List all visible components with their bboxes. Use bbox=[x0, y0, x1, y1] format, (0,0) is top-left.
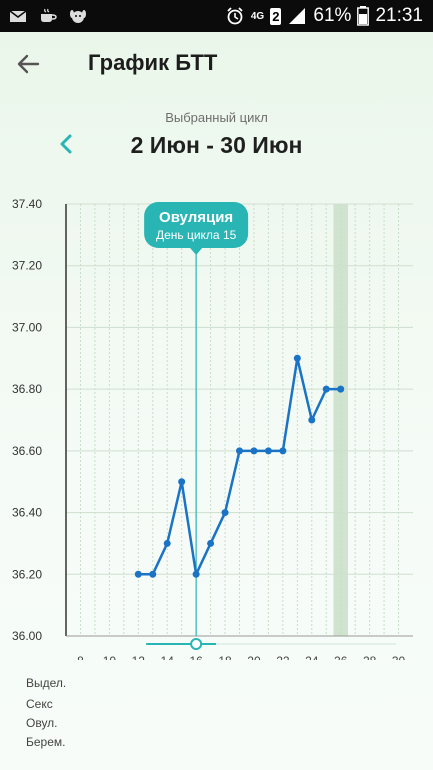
chart-axes: 36.00 36.20 36.40 36.60 36.80 37.00 37.20 37.40… bbox=[12, 197, 413, 660]
bbt-chart: 36.00 36.20 36.40 36.60 36.80 37.00 37.20 37.40… bbox=[12, 197, 413, 660]
ovulation-tooltip[interactable]: Овуляция День цикла 15 bbox=[144, 202, 249, 255]
temperature-point bbox=[163, 539, 171, 547]
temperature-point bbox=[264, 447, 272, 455]
x-tick-label: 10 bbox=[103, 654, 117, 660]
temperature-point bbox=[322, 385, 330, 393]
chevron-left-icon[interactable] bbox=[55, 132, 79, 156]
y-tick-label: 37.00 bbox=[12, 320, 42, 334]
ovulation-tooltip-box bbox=[144, 202, 249, 248]
battery-percent: 61% bbox=[313, 5, 352, 26]
y-tick-label: 36.80 bbox=[12, 382, 42, 396]
dog-icon bbox=[70, 10, 86, 23]
status-bar: 4G 2 61% 21:31 bbox=[0, 0, 433, 32]
y-tick-label: 36.60 bbox=[12, 444, 42, 458]
coffee-cup-icon bbox=[41, 8, 57, 22]
mail-icon bbox=[9, 10, 27, 22]
cycle-caption: Выбранный цикл bbox=[165, 110, 268, 125]
x-tick-label: 16 bbox=[189, 654, 203, 660]
temperature-point bbox=[221, 509, 229, 517]
app-header: График БТТ bbox=[0, 32, 433, 96]
day-slider-handle[interactable] bbox=[190, 638, 203, 650]
temperature-point bbox=[308, 416, 316, 424]
y-tick-label: 36.00 bbox=[12, 629, 42, 643]
temperature-point bbox=[192, 570, 200, 578]
y-tick-label: 36.20 bbox=[12, 567, 42, 581]
battery-icon bbox=[357, 6, 370, 26]
x-tick-label: 18 bbox=[218, 654, 232, 660]
temperature-point bbox=[178, 478, 186, 486]
alarm-icon bbox=[227, 7, 243, 25]
signal-icon bbox=[289, 8, 306, 24]
ovulation-tooltip-pointer bbox=[190, 248, 203, 255]
cycle-range: 2 Июн - 30 Июн bbox=[130, 132, 303, 158]
temperature-point bbox=[293, 354, 301, 362]
temperature-point bbox=[149, 570, 157, 578]
chart-grid bbox=[66, 203, 413, 637]
row-label-pregnancy: Берем. bbox=[26, 735, 66, 749]
arrow-left-icon[interactable] bbox=[14, 50, 42, 78]
temperature-point bbox=[337, 385, 345, 393]
x-tick-label: 24 bbox=[305, 654, 319, 660]
x-tick-label: 30 bbox=[392, 654, 406, 660]
x-tick-label: 14 bbox=[161, 654, 175, 660]
x-tick-label: 22 bbox=[276, 654, 290, 660]
x-tick-label: 20 bbox=[247, 654, 261, 660]
row-label-ovulation: Овул. bbox=[26, 716, 58, 730]
network-type: 4G bbox=[250, 10, 265, 22]
chart-marks bbox=[134, 230, 397, 650]
row-label-discharge: Выдел. bbox=[26, 676, 67, 690]
x-tick-label: 26 bbox=[334, 654, 348, 660]
page-title: График БТТ bbox=[88, 50, 218, 75]
ovulation-tooltip-subtitle: День цикла 15 bbox=[156, 228, 237, 242]
temperature-point bbox=[236, 447, 243, 455]
y-tick-label: 36.40 bbox=[12, 506, 42, 520]
x-tick-label: 28 bbox=[363, 654, 377, 660]
row-label-sex: Секс bbox=[26, 697, 53, 711]
x-tick-label: 12 bbox=[132, 654, 146, 660]
temperature-point bbox=[250, 447, 258, 455]
y-tick-label: 37.40 bbox=[12, 197, 42, 211]
y-tick-label: 37.20 bbox=[12, 259, 42, 273]
temperature-point bbox=[134, 570, 142, 578]
ovulation-tooltip-title: Овуляция bbox=[159, 209, 233, 226]
x-tick-label: 8 bbox=[77, 654, 84, 660]
sim-badge: 2 bbox=[270, 7, 282, 25]
clock: 21:31 bbox=[375, 5, 423, 26]
temperature-point bbox=[207, 539, 215, 547]
temperature-point bbox=[279, 447, 287, 455]
